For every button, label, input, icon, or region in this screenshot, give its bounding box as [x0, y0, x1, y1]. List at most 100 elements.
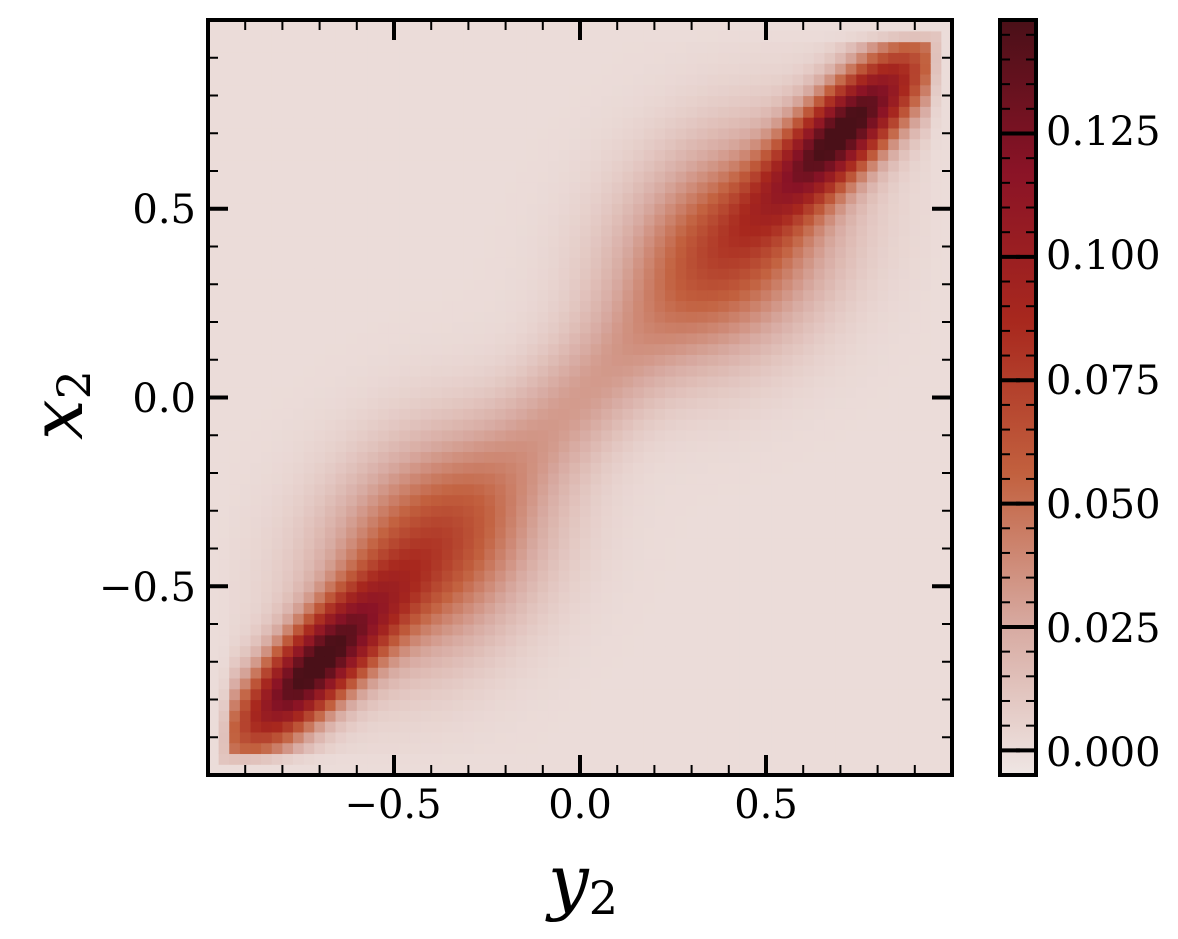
heatmap-cell [718, 365, 730, 377]
heatmap-cell [856, 343, 868, 355]
heatmap-cell [239, 397, 252, 409]
heatmap-cell [611, 52, 624, 64]
heatmap-cell [516, 473, 528, 485]
heatmap-cell [346, 73, 358, 86]
heatmap-cell [218, 667, 230, 679]
heatmap-cell [293, 559, 305, 571]
heatmap-cell [293, 375, 305, 388]
heatmap-cell [271, 289, 283, 302]
heatmap-cell [580, 289, 592, 302]
heatmap-cell [494, 494, 507, 506]
heatmap-cell [282, 73, 294, 86]
heatmap-cell [218, 721, 230, 733]
heatmap-cell [293, 354, 305, 366]
heatmap-cell [303, 386, 315, 399]
heatmap-cell [654, 365, 666, 377]
heatmap-cell [781, 20, 794, 32]
heatmap-cell [441, 41, 454, 53]
heatmap-cell [760, 95, 772, 107]
heatmap-cell [601, 332, 613, 345]
heatmap-cell [866, 278, 879, 291]
heatmap-cell [463, 117, 475, 129]
heatmap-cell [750, 160, 762, 172]
heatmap-cell [218, 559, 230, 571]
heatmap-cell [516, 138, 528, 151]
heatmap-cell [208, 764, 220, 775]
heatmap-cell [335, 311, 347, 323]
heatmap-cell [920, 268, 932, 280]
heatmap-cell [516, 667, 528, 679]
heatmap-cell [324, 41, 337, 53]
heatmap-cell [409, 613, 422, 625]
heatmap-cell [601, 84, 613, 97]
heatmap-cell [463, 516, 475, 528]
heatmap-cell [558, 181, 570, 194]
heatmap-cell [282, 516, 294, 528]
heatmap-cell [611, 570, 624, 582]
heatmap-cell [643, 117, 655, 129]
heatmap-cell [750, 494, 762, 506]
heatmap-cell [771, 181, 783, 194]
heatmap-cell [930, 483, 942, 496]
heatmap-cell [261, 160, 273, 172]
heatmap-cell [665, 580, 677, 593]
heatmap-cell [781, 354, 794, 366]
heatmap-cell [601, 634, 613, 647]
heatmap-cell [484, 688, 496, 701]
heatmap-cell [739, 84, 751, 97]
heatmap-cell [866, 677, 879, 690]
heatmap-cell [781, 721, 794, 733]
heatmap-cell [675, 580, 687, 593]
heatmap-cell [771, 494, 783, 506]
heatmap-cell [835, 246, 847, 258]
heatmap-cell [208, 753, 220, 765]
heatmap-cell [930, 354, 942, 366]
heatmap-cell [441, 580, 454, 593]
heatmap-cell [898, 753, 911, 765]
heatmap-cell [771, 408, 783, 420]
heatmap-cell [728, 386, 741, 399]
heatmap-cell [484, 462, 496, 474]
heatmap-cell [367, 677, 379, 690]
heatmap-cell [420, 548, 432, 560]
heatmap-cell [622, 624, 634, 636]
heatmap-cell [314, 63, 326, 75]
heatmap-cell [877, 386, 889, 399]
heatmap-cell [739, 246, 751, 258]
heatmap-cell [718, 192, 730, 204]
heatmap-cell [580, 710, 592, 722]
heatmap-cell [781, 106, 794, 118]
heatmap-cell [409, 505, 422, 517]
heatmap-cell [356, 559, 369, 571]
heatmap-cell [463, 84, 475, 97]
heatmap-cell [781, 440, 794, 453]
heatmap-cell [537, 580, 549, 593]
heatmap-cell [452, 677, 464, 690]
heatmap-cell [293, 429, 305, 442]
heatmap-cell [739, 731, 751, 744]
heatmap-cell [335, 462, 347, 474]
heatmap-cell [505, 246, 517, 258]
heatmap-cell [941, 624, 952, 636]
heatmap-cell [856, 84, 868, 97]
heatmap-cell [569, 429, 581, 442]
heatmap-cell [686, 580, 698, 593]
heatmap-cell [675, 677, 687, 690]
heatmap-cell [494, 214, 507, 226]
heatmap-cell [208, 645, 220, 657]
heatmap-cell [218, 591, 230, 604]
heatmap-cell [537, 613, 549, 625]
heatmap-cell [643, 311, 655, 323]
heatmap-cell [920, 483, 932, 496]
heatmap-cell [760, 181, 772, 194]
heatmap-cell [399, 645, 411, 657]
heatmap-cell [441, 516, 454, 528]
heatmap-cell [654, 203, 666, 215]
heatmap-cell [526, 699, 539, 711]
heatmap-cell [792, 688, 804, 701]
heatmap-cell [866, 645, 879, 657]
heatmap-cell [463, 235, 475, 248]
heatmap-cell [803, 138, 815, 151]
heatmap-cell [665, 268, 677, 280]
heatmap-cell [920, 677, 932, 690]
